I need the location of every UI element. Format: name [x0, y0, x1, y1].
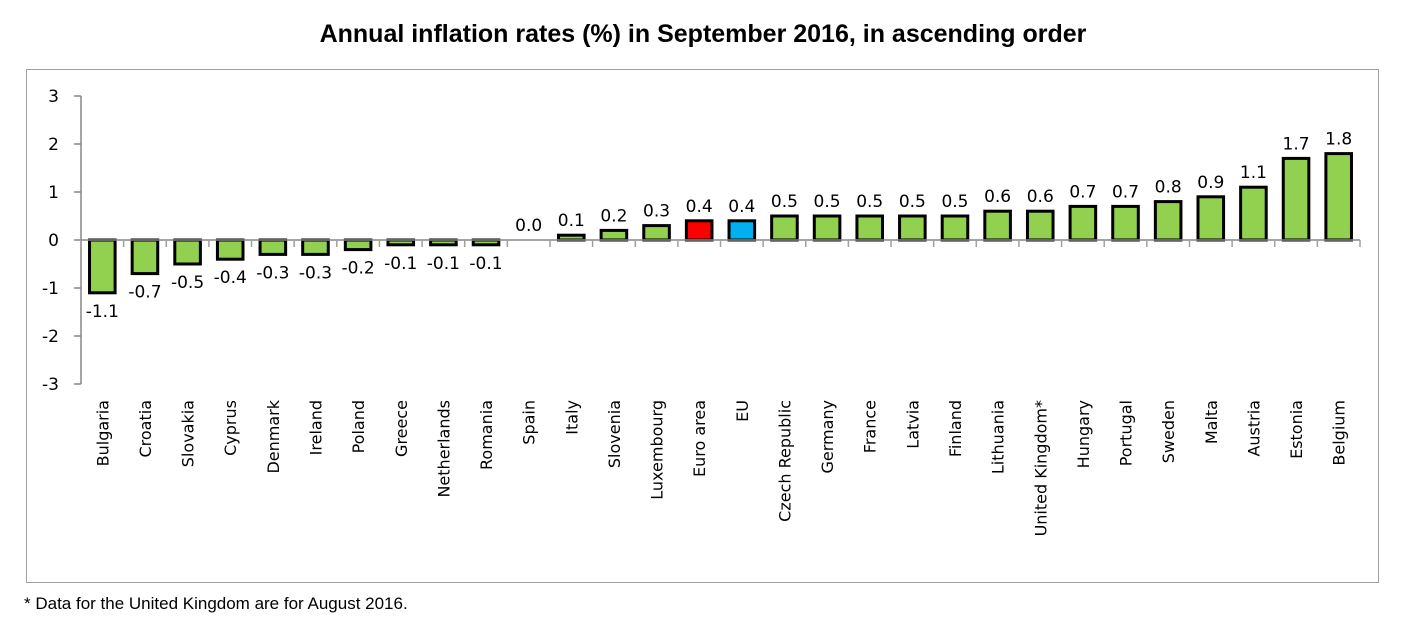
x-tick-label: Netherlands — [434, 400, 453, 498]
bar-bulgaria — [88, 238, 117, 295]
y-tick-label: 0 — [48, 231, 59, 251]
y-tick-label: -2 — [42, 327, 59, 347]
data-label: 0.4 — [728, 197, 755, 217]
bar-croatia — [130, 238, 160, 276]
bar-czech-republic — [770, 214, 799, 242]
x-tick-label: Croatia — [136, 400, 155, 458]
x-tick-label: Germany — [818, 400, 837, 474]
x-tick-label: Italy — [562, 400, 581, 435]
bar-ireland — [301, 238, 330, 256]
bar-austria — [1239, 185, 1268, 242]
x-tick-label: Estonia — [1287, 400, 1306, 459]
data-label: -0.5 — [171, 273, 204, 293]
y-tick-label: 2 — [48, 135, 59, 155]
bar-slovakia — [173, 238, 202, 266]
bar-hungary — [1068, 204, 1098, 242]
x-tick-label: EU — [733, 400, 752, 422]
data-label: -0.1 — [384, 254, 417, 274]
data-label: 0.5 — [814, 192, 841, 212]
bar-euro-area — [684, 219, 714, 242]
x-tick-label: Portugal — [1117, 400, 1136, 466]
data-label: -0.1 — [469, 254, 502, 274]
x-tick-label: United Kingdom* — [1031, 400, 1050, 536]
data-label: 1.8 — [1325, 130, 1352, 150]
data-label: 0.1 — [558, 211, 585, 231]
bar-finland — [940, 214, 970, 242]
data-label: 0.5 — [771, 192, 798, 212]
data-label: 0.0 — [515, 216, 542, 236]
bar-lithuania — [983, 209, 1012, 242]
data-label: 1.1 — [1240, 163, 1267, 183]
data-label: 0.6 — [984, 187, 1011, 207]
x-tick-label: Spain — [520, 400, 539, 445]
x-tick-label: Luxembourg — [648, 400, 667, 500]
bar-sweden — [1153, 200, 1183, 242]
chart-frame — [26, 69, 1379, 583]
x-tick-label: France — [861, 400, 880, 453]
data-label: -0.2 — [342, 259, 375, 279]
data-label: -0.3 — [256, 263, 289, 283]
bar-cyprus — [215, 238, 245, 261]
data-label: 1.7 — [1283, 134, 1310, 154]
x-tick-label: Bulgaria — [93, 400, 112, 466]
bar-germany — [812, 214, 842, 242]
y-tick-label: -3 — [42, 375, 59, 395]
x-tick-label: Czech Republic — [775, 400, 794, 522]
data-label: 0.4 — [686, 197, 713, 217]
y-tick-label: 3 — [48, 87, 59, 107]
bar-eu — [727, 219, 757, 242]
x-tick-label: Poland — [349, 400, 368, 453]
x-tick-label: Belgium — [1330, 400, 1349, 466]
x-tick-label: Euro area — [690, 400, 709, 477]
bar-united-kingdom- — [1025, 209, 1055, 242]
bar-estonia — [1281, 156, 1311, 242]
x-tick-label: Denmark — [264, 399, 283, 473]
x-tick-label: Cyprus — [221, 400, 240, 456]
data-label: 0.9 — [1197, 173, 1224, 193]
bar-poland — [343, 238, 373, 252]
data-label: 0.5 — [856, 192, 883, 212]
data-label: -0.3 — [299, 263, 332, 283]
bar-france — [855, 214, 885, 242]
data-label: 0.5 — [899, 192, 926, 212]
footnote: * Data for the United Kingdom are for Au… — [24, 594, 408, 613]
data-label: 0.2 — [600, 206, 627, 226]
x-tick-label: Ireland — [306, 400, 325, 455]
x-tick-label: Romania — [477, 400, 496, 470]
bar-belgium — [1324, 152, 1353, 242]
data-label: 0.7 — [1069, 182, 1096, 202]
data-label: 0.7 — [1112, 182, 1139, 202]
y-tick-label: -1 — [42, 279, 59, 299]
bar-portugal — [1111, 204, 1140, 242]
x-tick-label: Sweden — [1159, 400, 1178, 463]
bar-slovenia — [599, 228, 629, 242]
bar-latvia — [898, 214, 927, 242]
bar-denmark — [258, 238, 288, 256]
x-tick-label: Greece — [392, 400, 411, 457]
x-tick-label: Latvia — [903, 400, 922, 449]
x-tick-label: Finland — [946, 400, 965, 457]
x-tick-label: Slovenia — [605, 400, 624, 468]
data-label: -0.7 — [128, 283, 161, 303]
bar-luxembourg — [642, 224, 671, 242]
x-tick-label: Hungary — [1074, 400, 1093, 468]
data-label: 0.8 — [1155, 178, 1182, 198]
x-tick-label: Malta — [1202, 400, 1221, 444]
data-label: -0.4 — [214, 268, 247, 288]
data-label: 0.3 — [643, 202, 670, 222]
data-label: 0.6 — [1027, 187, 1054, 207]
x-tick-label: Slovakia — [179, 400, 198, 467]
data-label: -1.1 — [86, 302, 119, 322]
data-label: -0.1 — [427, 254, 460, 274]
x-tick-label: Lithuania — [989, 400, 1008, 474]
y-tick-label: 1 — [48, 183, 59, 203]
data-label: 0.5 — [941, 192, 968, 212]
x-tick-label: Austria — [1244, 400, 1263, 457]
chart-title: Annual inflation rates (%) in September … — [319, 20, 1087, 48]
bar-malta — [1196, 195, 1226, 242]
